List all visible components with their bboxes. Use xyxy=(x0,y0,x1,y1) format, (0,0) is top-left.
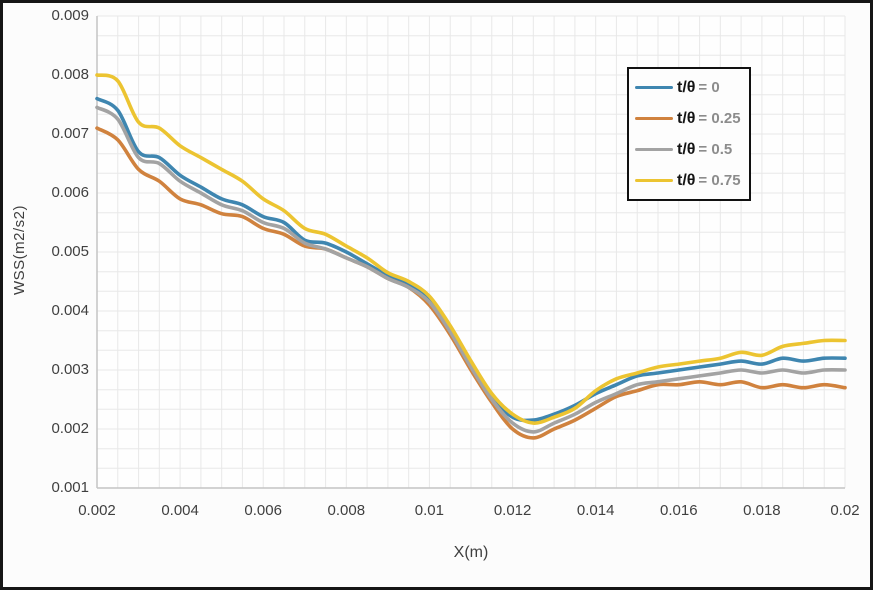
legend-item-value: = 0.5 xyxy=(698,141,733,158)
legend-item: t/θ = 0.5 xyxy=(635,134,745,165)
legend-item: t/θ = 0 xyxy=(635,72,745,103)
y-tick-label: 0.008 xyxy=(51,66,89,83)
x-tick-label: 0.006 xyxy=(244,502,282,519)
legend-line-swatch xyxy=(635,117,673,120)
legend-item-symbol: t/θ xyxy=(677,78,696,96)
y-tick-label: 0.006 xyxy=(51,184,89,201)
legend-line-swatch xyxy=(635,179,673,182)
legend-item: t/θ = 0.75 xyxy=(635,165,745,196)
x-tick-label: 0.01 xyxy=(414,502,444,519)
series-line xyxy=(95,105,847,434)
x-tick-label: 0.008 xyxy=(327,502,366,519)
legend-item-value: = 0.25 xyxy=(698,110,741,127)
legend-item-symbol: t/θ xyxy=(677,109,696,127)
legend-item: t/θ = 0.25 xyxy=(635,103,745,134)
y-tick-label: 0.007 xyxy=(51,125,89,142)
x-tick-label: 0.002 xyxy=(78,502,116,519)
y-axis-title: WSS(m2/s2) xyxy=(11,205,28,296)
legend-line-swatch xyxy=(635,148,673,151)
y-tick-label: 0.002 xyxy=(51,420,89,437)
x-tick-label: 0.012 xyxy=(493,502,532,519)
x-axis-title: X(m) xyxy=(453,544,489,561)
y-tick-label: 0.004 xyxy=(51,302,89,319)
x-tick-label: 0.02 xyxy=(830,502,860,519)
legend-item-symbol: t/θ xyxy=(677,140,696,158)
y-tick-label: 0.003 xyxy=(51,361,89,378)
x-tick-label: 0.016 xyxy=(660,502,698,519)
legend-item-symbol: t/θ xyxy=(677,171,696,189)
series-line xyxy=(95,73,847,425)
y-tick-label: 0.005 xyxy=(51,243,89,260)
x-tick-label: 0.018 xyxy=(743,502,781,519)
x-tick-label: 0.004 xyxy=(161,502,199,519)
y-tick-label: 0.001 xyxy=(51,479,89,496)
legend-item-value: = 0 xyxy=(698,79,720,96)
legend-line-swatch xyxy=(635,86,673,89)
legend-item-value: = 0.75 xyxy=(698,172,741,189)
legend: t/θ = 0 t/θ = 0.25 t/θ = 0.5 t/θ = 0.75 xyxy=(627,67,751,201)
y-tick-label: 0.009 xyxy=(51,7,89,24)
x-tick-label: 0.014 xyxy=(576,502,615,519)
